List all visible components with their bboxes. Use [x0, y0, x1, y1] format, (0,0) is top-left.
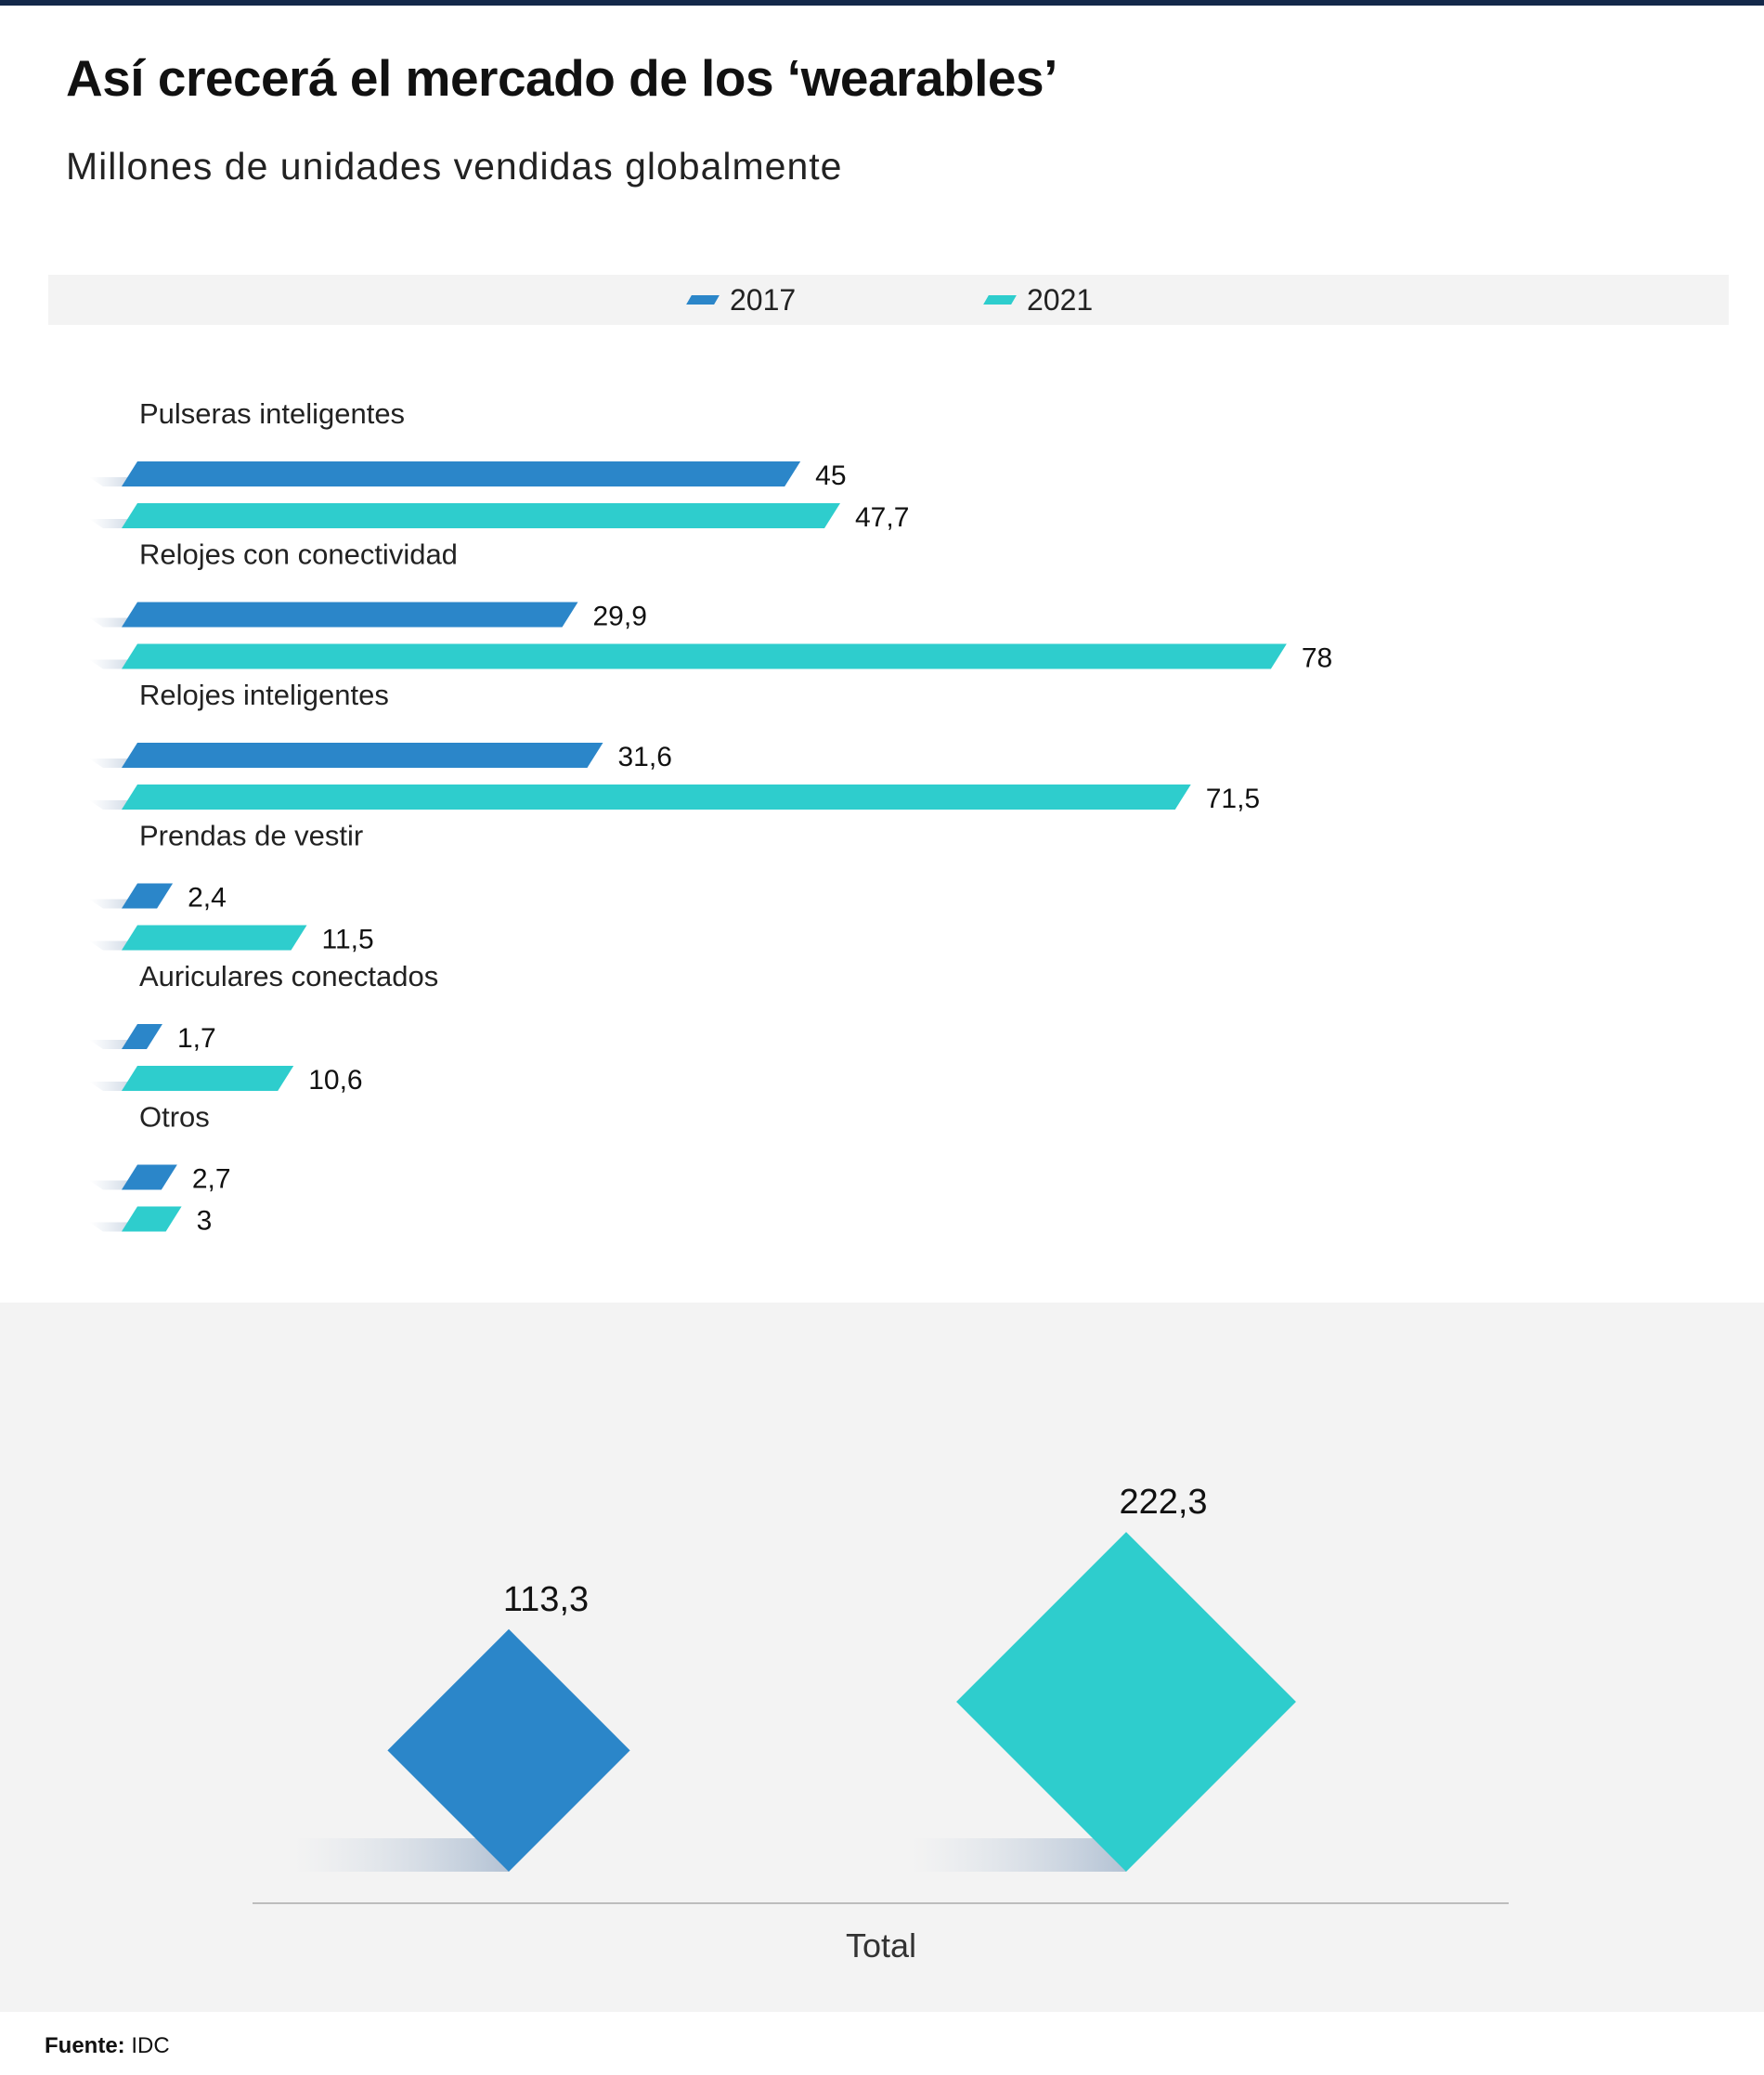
- category-label-auriculares-conectados: Auriculares conectados: [139, 960, 438, 992]
- bar-chart: Pulseras inteligentes 45 47,7 Relojes con c…: [89, 397, 1332, 1237]
- bar-pulseras-inteligentes-2017: [122, 461, 801, 486]
- value-label-prendas-de-vestir-2017: 2,4: [188, 883, 227, 914]
- value-label-auriculares-conectados-2017: 1,7: [177, 1023, 216, 1054]
- legend: 2017 2021: [48, 275, 1729, 325]
- total-diamond-2017: [387, 1628, 630, 1872]
- value-label-relojes-con-conectividad-2017: 29,9: [593, 602, 647, 632]
- value-label-otros-2017: 2,7: [192, 1164, 231, 1195]
- category-label-otros: Otros: [139, 1101, 210, 1134]
- value-label-prendas-de-vestir-2021: 11,5: [322, 925, 374, 955]
- bar-pulseras-inteligentes-2021: [122, 503, 840, 528]
- category-label-relojes-inteligentes: Relojes inteligentes: [139, 679, 389, 711]
- value-label-pulseras-inteligentes-2021: 47,7: [855, 502, 909, 533]
- bar-relojes-inteligentes-2017: [122, 743, 603, 768]
- bar-prendas-de-vestir-2017: [122, 883, 174, 909]
- legend-item-2021: 2021: [983, 275, 1094, 325]
- source-note: Fuente: IDC: [45, 2033, 170, 2059]
- bar-auriculares-conectados-2021: [122, 1066, 294, 1091]
- bar-otros-2021: [122, 1206, 182, 1232]
- value-label-otros-2021: 3: [197, 1206, 213, 1237]
- bar-auriculares-conectados-2017: [122, 1024, 162, 1049]
- value-label-relojes-inteligentes-2021: 71,5: [1206, 784, 1260, 814]
- bar-relojes-inteligentes-2021: [122, 785, 1191, 810]
- source-label: Fuente:: [45, 2033, 125, 2058]
- total-label-2017: 113,3: [503, 1580, 589, 1619]
- top-rule: [0, 0, 1764, 6]
- chart-title: Así crecerá el mercado de los ‘wearables…: [66, 49, 1057, 107]
- bar-relojes-con-conectividad-2017: [122, 602, 578, 628]
- bar-prendas-de-vestir-2021: [122, 925, 307, 951]
- category-label-pulseras-inteligentes: Pulseras inteligentes: [139, 397, 405, 430]
- value-label-pulseras-inteligentes-2017: 45: [815, 460, 846, 491]
- legend-label-2017: 2017: [730, 282, 797, 317]
- diamond-shadow-2017: [295, 1838, 509, 1872]
- totals-panel: [0, 1303, 1764, 2012]
- source-value: IDC: [131, 2033, 170, 2058]
- value-label-auriculares-conectados-2021: 10,6: [308, 1065, 362, 1096]
- totals-axis-label: Total: [846, 1926, 916, 1965]
- diamond-shadow-2021: [913, 1838, 1126, 1872]
- total-diamond-2021: [956, 1532, 1296, 1872]
- category-label-relojes-con-conectividad: Relojes con conectividad: [139, 538, 458, 571]
- totals-chart: 113,3 222,3 Total: [253, 1483, 1509, 1965]
- value-label-relojes-con-conectividad-2021: 78: [1302, 643, 1332, 674]
- bar-relojes-con-conectividad-2021: [122, 643, 1287, 669]
- legend-label-2021: 2021: [1027, 282, 1094, 317]
- total-label-2021: 222,3: [1119, 1483, 1207, 1522]
- value-label-relojes-inteligentes-2017: 31,6: [617, 742, 671, 772]
- category-label-prendas-de-vestir: Prendas de vestir: [139, 820, 363, 852]
- legend-item-2017: 2017: [686, 275, 797, 325]
- chart-subtitle: Millones de unidades vendidas globalment…: [66, 145, 843, 188]
- bar-otros-2017: [122, 1164, 177, 1190]
